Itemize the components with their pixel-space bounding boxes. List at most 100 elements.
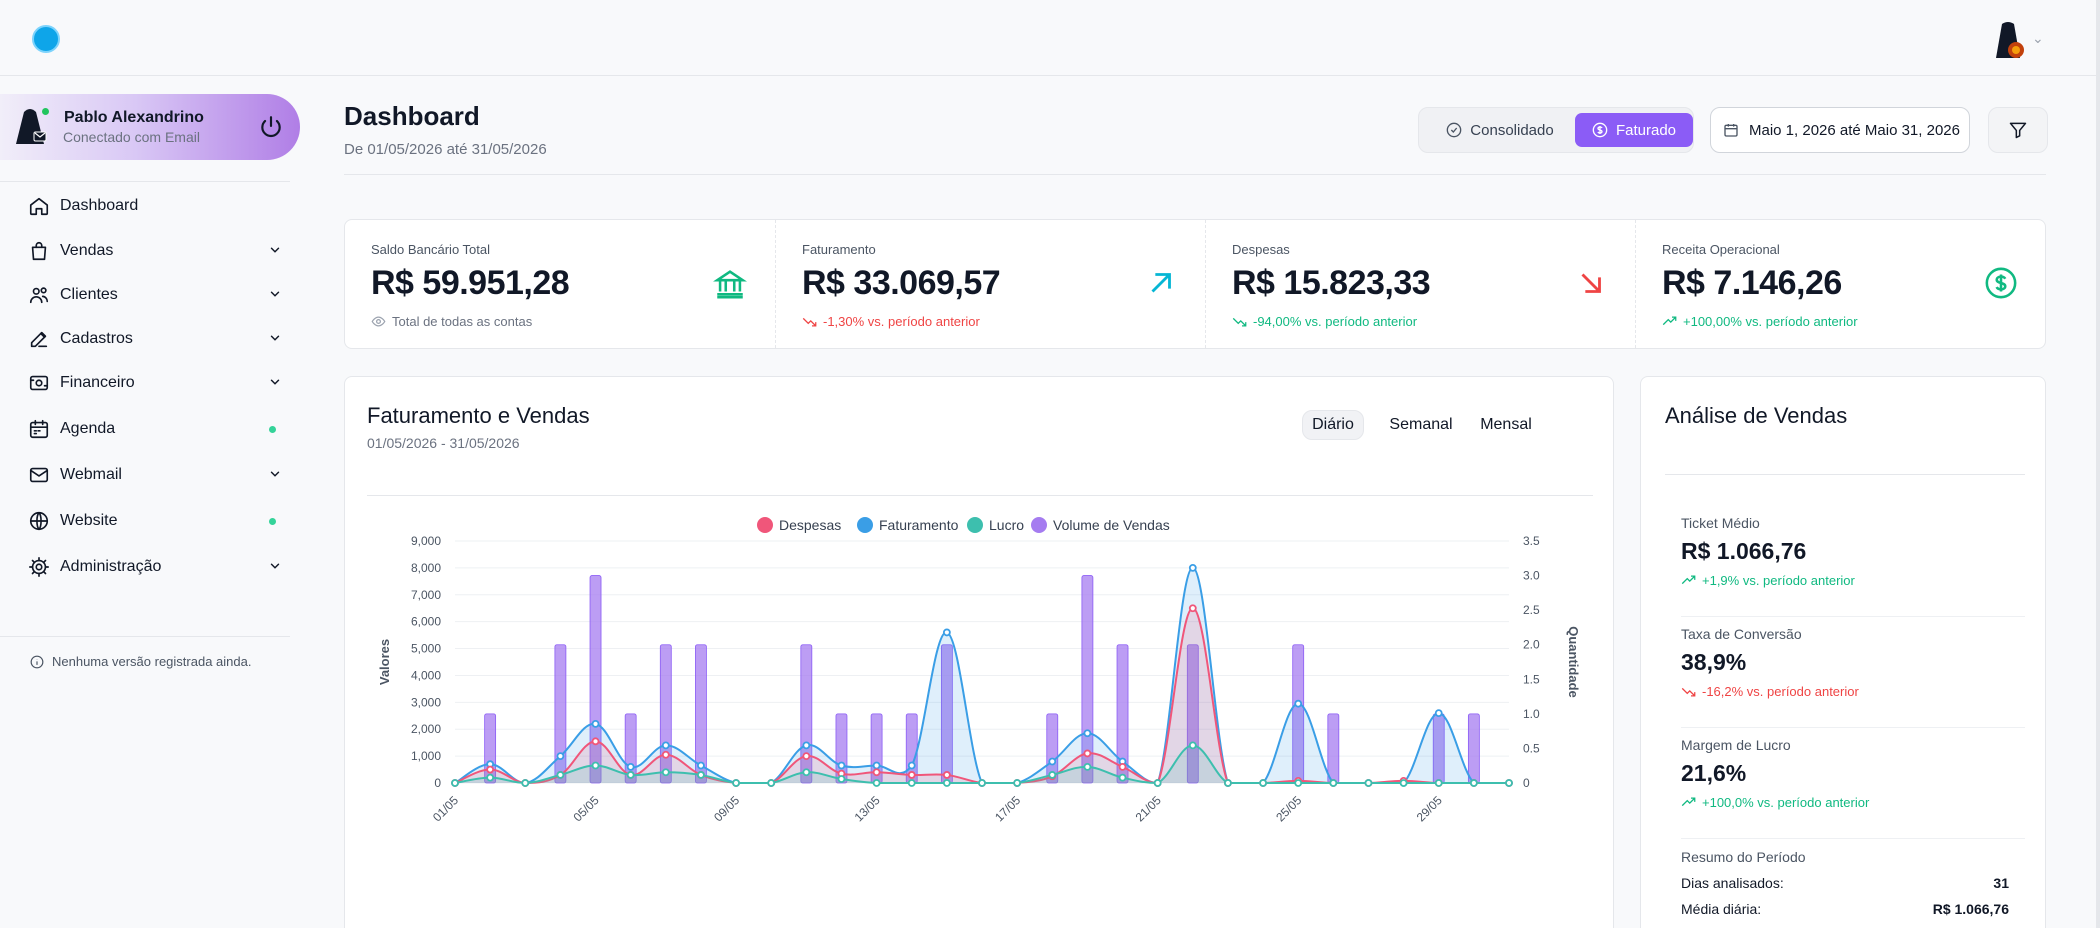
metric-divider <box>1681 838 2025 839</box>
kpi-card: Saldo Bancário Total R$ 59.951,28 Total de… <box>345 220 775 348</box>
data-point <box>802 752 811 761</box>
period-diario-button[interactable]: Diário <box>1302 410 1364 440</box>
data-point <box>1224 779 1232 787</box>
analysis-divider <box>1665 474 2025 475</box>
dollar-circle-icon <box>1592 122 1608 138</box>
check-circle-icon <box>1446 122 1462 138</box>
data-point <box>942 779 951 787</box>
online-status-dot <box>42 108 49 115</box>
series-line-despesas <box>454 607 1509 785</box>
data-point <box>661 750 670 759</box>
trend-up-icon <box>1681 797 1696 807</box>
user-profile-card[interactable]: Pablo Alexandrino Conectado com Email <box>0 94 300 160</box>
sidebar-item-dashboard[interactable]: Dashboard <box>28 191 282 221</box>
y-tick-label: 3,000 <box>411 695 441 709</box>
analysis-metric: Taxa de Conversão 38,9% -16,2% vs. período… <box>1681 626 2021 699</box>
volume-bar <box>1186 644 1199 784</box>
app-logo[interactable] <box>32 25 60 53</box>
legend-swatch <box>967 517 983 533</box>
data-point <box>661 768 670 777</box>
volume-bar <box>695 644 707 784</box>
volume-bar <box>589 575 602 784</box>
data-point <box>591 761 600 770</box>
data-point <box>1153 779 1162 787</box>
period-mensal-button[interactable]: Mensal <box>1480 416 1532 433</box>
data-point <box>872 768 881 777</box>
x-tick-label: 25/05 <box>1273 793 1304 824</box>
notification-dot <box>269 518 276 525</box>
y2-tick-label: 1.0 <box>1523 707 1540 721</box>
sidebar-item-label: Vendas <box>60 242 114 259</box>
arrow-down-right-icon <box>1581 273 1601 293</box>
kpi-value: R$ 15.823,33 <box>1232 264 1431 302</box>
view-toggle: Consolidado Faturado <box>1418 107 1694 153</box>
data-point <box>1434 709 1443 717</box>
sidebar-item-webmail[interactable]: Webmail <box>28 460 282 490</box>
sales-analysis-card: Análise de Vendas Ticket Médio R$ 1.066,7… <box>1640 376 2046 928</box>
trend-down-icon <box>1232 317 1247 327</box>
metric-trend: -16,2% vs. período anterior <box>1681 684 2021 699</box>
avatar <box>16 109 47 144</box>
sidebar-item-administracao[interactable]: Administração <box>28 552 282 582</box>
edit-icon <box>30 331 48 348</box>
summary-value: R$ 1.066,76 <box>1932 901 2009 917</box>
kpi-card: Despesas R$ 15.823,33 -94,00% vs. período … <box>1205 220 1635 348</box>
period-semanal-button[interactable]: Semanal <box>1389 416 1453 433</box>
power-icon[interactable] <box>258 114 284 140</box>
filter-icon <box>2009 122 2027 139</box>
trend-down-icon <box>802 317 817 327</box>
arrow-up-right-icon <box>1151 273 1171 293</box>
data-point <box>732 779 740 787</box>
sidebar-item-vendas[interactable]: Vendas <box>28 236 282 266</box>
y-tick-label: 9,000 <box>411 534 441 548</box>
chevron-down-icon <box>270 379 280 385</box>
data-point <box>591 719 600 728</box>
users-icon <box>29 287 49 304</box>
consolidado-toggle[interactable]: Consolidado <box>1427 113 1573 147</box>
kpi-label: Receita Operacional <box>1662 242 1780 257</box>
sidebar-item-cadastros[interactable]: Cadastros <box>28 324 282 354</box>
sidebar-item-label: Administração <box>60 558 162 575</box>
sidebar-item-clientes[interactable]: Clientes <box>28 280 282 310</box>
sidebar-item-financeiro[interactable]: Financeiro <box>28 368 282 398</box>
y-axis-label: Valores <box>377 639 392 685</box>
chevron-down-icon[interactable]: ⌄ <box>2032 30 2044 46</box>
top-bar: ⌄ <box>0 0 2100 76</box>
volume-bar <box>659 644 672 784</box>
sales-chart-card: Faturamento e Vendas 01/05/2026 - 31/05/… <box>344 376 1614 928</box>
shopping-bag-icon <box>31 241 47 261</box>
data-point <box>1048 757 1057 766</box>
x-tick-label: 17/05 <box>992 793 1023 824</box>
kpi-trend: Total de todas as contas <box>371 314 532 329</box>
data-point <box>1294 779 1303 787</box>
sales-chart: 0 1,000 2,000 3,000 4,000 5,000 6,000 7,000 8,00… <box>377 517 1581 824</box>
sidebar-item-label: Cadastros <box>60 330 133 347</box>
data-point <box>626 762 635 771</box>
faturado-toggle[interactable]: Faturado <box>1575 113 1693 147</box>
filter-button[interactable] <box>1988 107 2048 153</box>
sidebar-divider <box>0 636 290 637</box>
chart-divider <box>367 495 1593 496</box>
metric-value: 21,6% <box>1681 760 1747 786</box>
y2-tick-label: 2.0 <box>1523 638 1540 652</box>
scrollbar[interactable] <box>2096 0 2100 928</box>
user-avatar-icon[interactable] <box>1990 20 2026 60</box>
analysis-title: Análise de Vendas <box>1665 403 1848 428</box>
sidebar-item-agenda[interactable]: Agenda <box>28 414 282 444</box>
summary-row: Média diária: R$ 1.066,76 <box>1681 901 2009 917</box>
metric-divider <box>1681 616 2025 617</box>
kpi-trend: -1,30% vs. período anterior <box>802 314 980 329</box>
data-point <box>1118 762 1127 771</box>
chart-card-title: Faturamento e Vendas <box>367 403 590 428</box>
date-range-input[interactable]: Maio 1, 2026 até Maio 31, 2026 <box>1710 107 1970 153</box>
x-tick-label: 21/05 <box>1133 793 1164 824</box>
y-tick-label: 2,000 <box>411 722 441 736</box>
y2-tick-label: 3.0 <box>1523 569 1540 583</box>
y-tick-label: 4,000 <box>411 668 441 682</box>
data-point <box>1469 779 1478 787</box>
calendar-icon <box>1724 124 1738 137</box>
series-area-faturamento <box>455 567 1509 783</box>
sidebar-item-website[interactable]: Website <box>28 506 282 536</box>
x-tick-label: 13/05 <box>852 793 883 824</box>
volume-bar <box>800 644 813 784</box>
